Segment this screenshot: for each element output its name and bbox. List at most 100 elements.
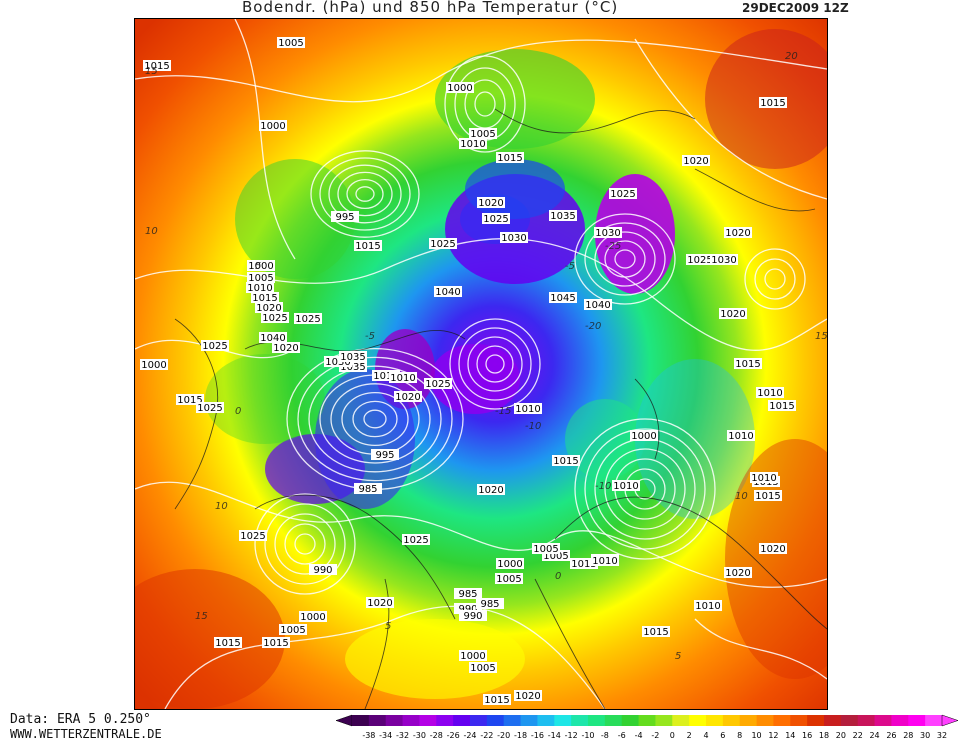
- pressure-label-box: [247, 260, 275, 271]
- legend-cell: [689, 715, 707, 726]
- pressure-label-box: [594, 227, 622, 238]
- pressure-label-box: [477, 484, 505, 495]
- temperature-label: -20: [585, 321, 601, 332]
- pressure-label-box: [483, 694, 511, 705]
- pressure-label-box: [482, 213, 510, 224]
- pressure-label-box: [446, 82, 474, 93]
- pressure-label-box: [694, 600, 722, 611]
- temperature-label: 0: [235, 406, 241, 417]
- pressure-label-box: [724, 227, 752, 238]
- pressure-label: 1015: [643, 627, 668, 638]
- legend-cell: [655, 715, 673, 726]
- temperature-blob: [345, 619, 525, 699]
- pressure-label: 1020: [720, 309, 745, 320]
- temperature-label: -5: [365, 331, 375, 342]
- pressure-label-box: [262, 637, 290, 648]
- pressure-label: 1015: [760, 98, 785, 109]
- pressure-label: 1010: [757, 388, 782, 399]
- isobar: [352, 400, 398, 438]
- pressure-label: 990: [313, 565, 332, 576]
- legend-cell: [840, 715, 859, 726]
- legend-tick-label: 28: [903, 731, 913, 740]
- pressure-label: 1010: [460, 139, 485, 150]
- legend-cell: [857, 715, 875, 726]
- pressure-label-box: [727, 430, 755, 441]
- temperature-blob: [205, 354, 325, 444]
- isobar: [310, 150, 420, 238]
- temperature-blob: [725, 439, 827, 679]
- pressure-label: 1035: [550, 211, 575, 222]
- legend-tick-label: -24: [463, 731, 476, 740]
- temperature-label: 5: [255, 261, 261, 272]
- coastline: [364, 578, 390, 709]
- legend-tick-label: -2: [651, 731, 659, 740]
- pressure-label-box: [734, 358, 762, 369]
- pressure-label: 1015: [553, 456, 578, 467]
- pressure-label-box: [201, 340, 229, 351]
- isobar: [363, 409, 387, 429]
- legend-tick-label: -38: [362, 731, 375, 740]
- pressure-label-box: [514, 690, 542, 701]
- pressure-label: 1000: [260, 121, 285, 132]
- pressure-label-box: [759, 543, 787, 554]
- pressure-label-box: [686, 254, 714, 265]
- pressure-label-box: [247, 272, 275, 283]
- legend-cell: [638, 715, 656, 726]
- pressure-label: 1005: [470, 663, 495, 674]
- pressure-label-box: [251, 292, 279, 303]
- legend-cell: [486, 715, 505, 726]
- legend-cell: [773, 715, 791, 726]
- isobar: [584, 222, 666, 296]
- pressure-label: 1025: [202, 341, 227, 352]
- isobar: [458, 327, 532, 401]
- pressure-label: 985: [480, 599, 499, 610]
- pressure-label: 1010: [728, 431, 753, 442]
- pressure-label-box: [469, 662, 497, 673]
- isobar: [284, 523, 326, 565]
- pressure-label-box: [454, 603, 482, 614]
- pressure-label: 1015: [373, 371, 398, 382]
- pressure-label: 1035: [340, 362, 365, 373]
- pressure-label: 1030: [501, 233, 526, 244]
- legend-tick-label: 12: [768, 731, 778, 740]
- pressure-label: 1000: [631, 431, 656, 442]
- pressure-label-box: [750, 472, 778, 483]
- temperature-label: 10: [735, 491, 748, 502]
- pressure-label: 1025: [483, 214, 508, 225]
- website-credit: WWW.WETTERZENTRALE.DE: [10, 727, 162, 741]
- weather-map: 1005 1015 1000 1000 1005 1010 1015 1015 1020 1025…: [134, 18, 828, 710]
- pressure-label: 1010: [247, 283, 272, 294]
- pressure-label: 1025: [295, 314, 320, 325]
- legend-cell: [790, 715, 808, 726]
- isobar: [319, 157, 411, 231]
- pressure-label: 1000: [300, 612, 325, 623]
- pressure-label-box: [549, 210, 577, 221]
- isobar: [574, 418, 716, 560]
- pressure-label: 1015: [263, 638, 288, 649]
- legend-tick-label: -20: [497, 731, 510, 740]
- pressure-label: 1015: [735, 359, 760, 370]
- pressure-label-box: [429, 238, 457, 249]
- data-source: Data: ERA 5 0.250°: [10, 712, 151, 727]
- pressure-label: 1015: [215, 638, 240, 649]
- pressure-label-box: [140, 359, 168, 370]
- pressure-label: 985: [358, 484, 377, 495]
- pressure-label-box: [402, 534, 430, 545]
- legend-cell: [419, 715, 437, 726]
- pressure-label: 1015: [484, 695, 509, 706]
- pressure-label: 1000: [141, 360, 166, 371]
- pressure-label: 1020: [256, 303, 281, 314]
- isobar: [594, 231, 656, 287]
- pressure-label-box: [682, 155, 710, 166]
- coastline: [694, 168, 816, 212]
- pressure-label: 1035: [340, 352, 365, 363]
- legend-arrow-left: [336, 714, 353, 727]
- isobar: [614, 249, 636, 269]
- pressure-label-box: [394, 391, 422, 402]
- temperature-blob: [635, 359, 755, 519]
- temperature-label: 15: [815, 331, 827, 342]
- isobar: [308, 365, 442, 473]
- legend-tick-label: -16: [531, 731, 544, 740]
- pressure-label-box: [309, 564, 337, 575]
- pressure-label-box: [339, 351, 367, 362]
